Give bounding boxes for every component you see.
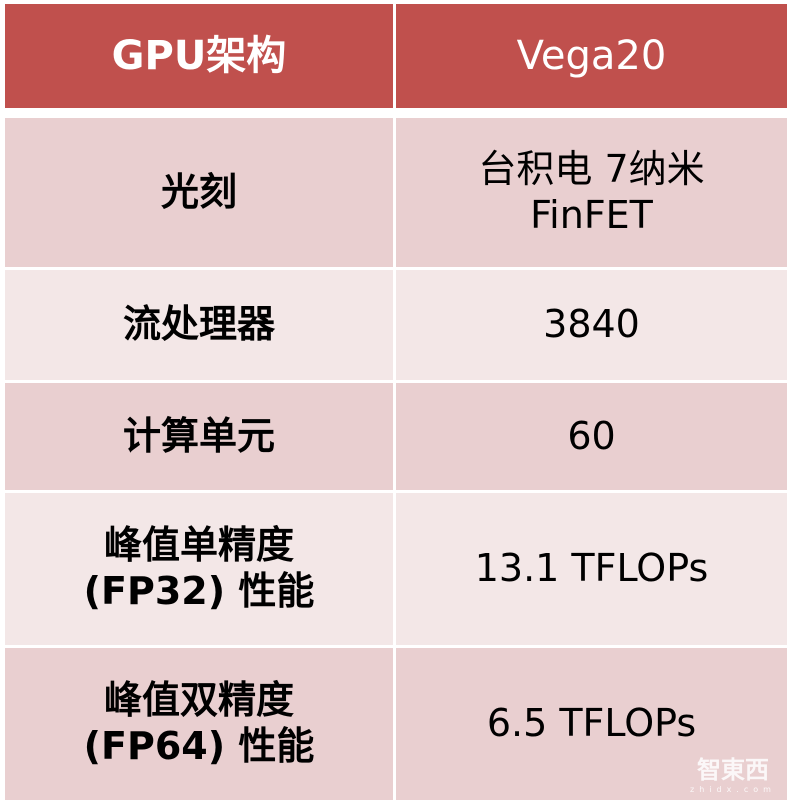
watermark-text: 智東西 xyxy=(696,756,769,784)
row-label: 峰值单精度 (FP32) 性能 xyxy=(5,493,393,645)
row-value: 60 xyxy=(396,383,787,490)
row-value: 13.1 TFLOPs xyxy=(396,493,787,645)
header-architecture: GPU架构 xyxy=(5,4,393,108)
label-line: (FP64) 性能 xyxy=(83,724,315,768)
table-row: 流处理器 3840 xyxy=(5,270,787,380)
label-line: 峰值单精度 xyxy=(103,523,294,568)
table-header: GPU架构 Vega20 xyxy=(5,4,787,108)
table-row: 峰值单精度 (FP32) 性能 13.1 TFLOPs xyxy=(5,493,787,645)
row-label: 光刻 xyxy=(5,118,393,267)
row-value: 6.5 TFLOPs xyxy=(396,648,787,800)
watermark-logo: 智東西 zhidx.com xyxy=(690,750,776,794)
table-row: 光刻 台积电 7纳米 FinFET xyxy=(5,118,787,267)
label-line: 峰值双精度 xyxy=(103,678,294,723)
value-line: FinFET xyxy=(530,192,653,237)
row-label: 峰值双精度 (FP64) 性能 xyxy=(5,648,393,800)
row-label: 计算单元 xyxy=(5,383,393,490)
header-vega20: Vega20 xyxy=(396,4,787,108)
spec-table: GPU架构 Vega20 光刻 台积电 7纳米 FinFET 流处理器 3840… xyxy=(5,4,787,803)
row-label: 流处理器 xyxy=(5,270,393,380)
value-line: 台积电 7纳米 xyxy=(478,146,705,191)
table-row: 计算单元 60 xyxy=(5,383,787,490)
table-row: 峰值双精度 (FP64) 性能 6.5 TFLOPs xyxy=(5,648,787,800)
label-line: (FP32) 性能 xyxy=(83,569,315,613)
row-value: 台积电 7纳米 FinFET xyxy=(396,118,787,267)
row-value: 3840 xyxy=(396,270,787,380)
watermark-sub: zhidx.com xyxy=(690,785,776,794)
